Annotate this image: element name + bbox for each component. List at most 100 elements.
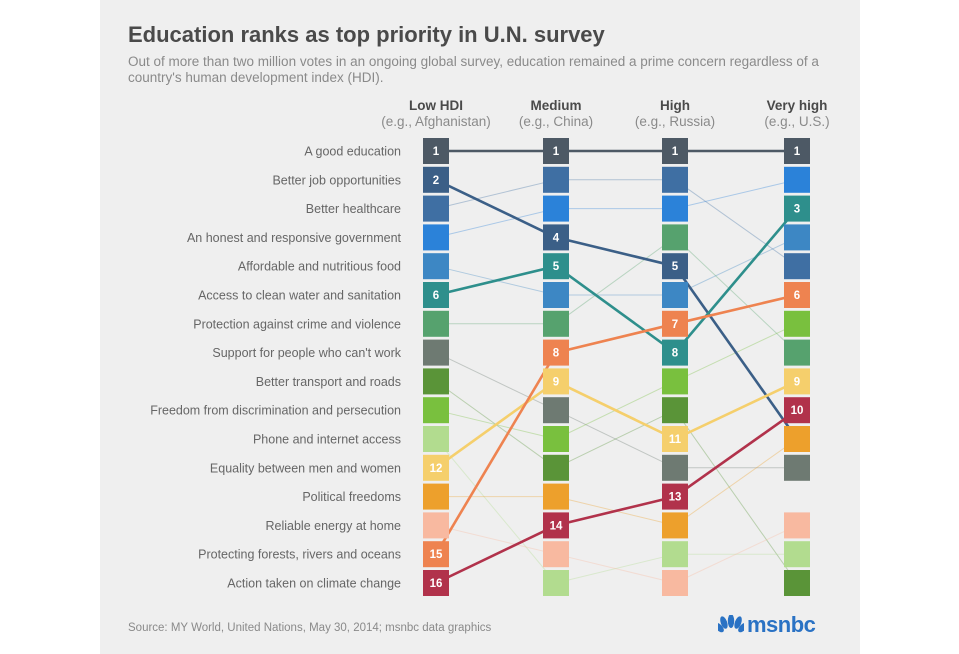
rank-number-access-to-clean-water-and-sanitation-0: 6 [433,290,439,302]
column-example: (e.g., U.S.) [764,114,830,129]
rank-number-action-taken-on-climate-change-1: 14 [550,520,563,532]
rank-box-support-for-people-who-can-t-work-3 [784,454,810,481]
rank-box-political-freedoms-2 [662,512,688,539]
row-label-action-taken-on-climate-change: Action taken on climate change [227,577,401,591]
rank-box-reliable-energy-at-home-0 [423,512,449,539]
connector-action-taken-on-climate-change-2 [674,409,798,498]
connector-better-healthcare-2 [674,179,798,267]
row-labels: A good education Better job opportunities… [150,145,402,591]
connector-protecting-forests-rivers-and-oceans-0 [434,351,558,555]
rank-box-an-honest-and-responsive-government-3 [784,166,810,193]
rank-box-political-freedoms-0 [423,483,449,510]
rank-box-freedom-from-discrimination-and-persecution-1 [543,426,569,452]
rank-box-support-for-people-who-can-t-work-0 [423,339,449,366]
connector-better-transport-and-roads-2 [674,409,798,584]
connector-protecting-forests-rivers-and-oceans-2 [674,293,798,326]
connector-political-freedoms-2 [674,438,798,526]
rank-box-better-job-opportunities-1 [543,224,569,251]
rank-number-better-job-opportunities-1: 4 [553,232,560,244]
rank-number-a-good-education-3: 1 [794,146,801,158]
chart-subtitle: Out of more than two million votes in an… [128,54,819,85]
rank-box-political-freedoms-1 [543,483,569,510]
rank-box-access-to-clean-water-and-sanitation-0 [423,282,449,308]
rank-number-a-good-education-2: 1 [672,146,679,158]
column-header-medium: Medium (e.g., China) [486,98,626,130]
rank-number-action-taken-on-climate-change-3: 10 [791,405,804,417]
connector-protecting-forests-rivers-and-oceans-1 [555,322,676,354]
rank-box-access-to-clean-water-and-sanitation-1 [543,253,569,280]
rank-number-equality-between-men-and-women-3: 9 [794,376,800,388]
rank-box-freedom-from-discrimination-and-persecution-2 [662,368,688,395]
faint-lines [435,179,798,584]
rank-box-access-to-clean-water-and-sanitation-2 [662,339,688,366]
row-label-freedom-from-discrimination-and-persecution: Freedom from discrimination and persecut… [150,404,401,418]
logo-wordmark: msnbc [747,612,816,637]
row-label-affordable-and-nutritious-food: Affordable and nutritious food [238,260,401,274]
rank-number-a-good-education-1: 1 [553,146,560,158]
rank-box-a-good-education-0 [423,138,449,164]
column-header-low-hdi: Low HDI (e.g., Afghanistan) [366,98,506,130]
rank-box-action-taken-on-climate-change-1 [543,512,569,539]
rank-box-affordable-and-nutritious-food-0 [423,253,449,280]
row-label-protection-against-crime-and-violence: Protection against crime and violence [193,317,401,331]
rank-number-access-to-clean-water-and-sanitation-3: 3 [794,204,800,216]
rank-box-protecting-forests-rivers-and-oceans-0 [423,541,449,568]
rank-number-equality-between-men-and-women-2: 11 [669,434,682,446]
row-label-reliable-energy-at-home: Reliable energy at home [266,519,402,533]
rank-number-equality-between-men-and-women-1: 9 [553,376,559,388]
rank-number-protecting-forests-rivers-and-oceans-3: 6 [794,290,800,302]
rank-box-protection-against-crime-and-violence-2 [662,224,688,251]
connector-reliable-energy-at-home-1 [555,553,676,584]
rank-number-protecting-forests-rivers-and-oceans-2: 7 [672,319,678,331]
rank-box-a-good-education-2 [662,138,688,164]
connector-reliable-energy-at-home-0 [435,524,557,555]
column-header-high: High (e.g., Russia) [605,98,745,130]
rank-box-action-taken-on-climate-change-2 [662,483,688,510]
rank-box-protecting-forests-rivers-and-oceans-3 [784,282,810,308]
rank-number-action-taken-on-climate-change-0: 16 [430,578,443,590]
rank-number-a-good-education-0: 1 [433,146,440,158]
rank-box-reliable-energy-at-home-1 [543,541,569,568]
highlight-lines [434,149,799,585]
rank-box-a-good-education-1 [543,138,569,164]
column-example: (e.g., Afghanistan) [381,114,491,129]
connector-phone-and-internet-access-0 [435,438,557,584]
row-label-protecting-forests-rivers-and-oceans: Protecting forests, rivers and oceans [198,548,401,562]
row-label-access-to-clean-water-and-sanitation: Access to clean water and sanitation [198,289,401,303]
rank-box-affordable-and-nutritious-food-1 [543,282,569,308]
source-note: Source: MY World, United Nations, May 30… [128,622,492,634]
column-name: Low HDI [409,98,463,113]
rank-box-phone-and-internet-access-2 [662,541,688,568]
column-name: Very high [766,98,828,113]
rank-box-reliable-energy-at-home-3 [784,512,810,539]
connector-equality-between-men-and-women-1 [555,380,676,441]
rank-box-equality-between-men-and-women-1 [543,368,569,395]
rank-box-protecting-forests-rivers-and-oceans-1 [543,339,569,366]
rank-box-support-for-people-who-can-t-work-1 [543,397,569,424]
rank-box-protection-against-crime-and-violence-0 [423,310,449,337]
row-label-an-honest-and-responsive-government: An honest and responsive government [187,231,402,245]
rank-box-better-healthcare-1 [543,166,569,193]
connector-an-honest-and-responsive-government-0 [435,208,557,238]
row-label-better-transport-and-roads: Better transport and roads [256,375,401,389]
rank-number-better-job-opportunities-2: 5 [672,261,679,273]
connector-reliable-energy-at-home-2 [674,524,798,584]
rank-box-better-healthcare-3 [784,253,810,280]
connector-support-for-people-who-can-t-work-0 [435,352,557,411]
row-label-better-job-opportunities: Better job opportunities [272,173,401,187]
rank-box-an-honest-and-responsive-government-2 [662,195,688,222]
rank-boxes: 11112451165831291191587616141310 [423,138,810,596]
connector-action-taken-on-climate-change-0 [435,524,557,585]
rank-box-support-for-people-who-can-t-work-2 [662,454,688,481]
connector-protection-against-crime-and-violence-1 [555,236,676,325]
column-header-very-high: Very high (e.g., U.S.) [727,98,867,130]
rank-box-access-to-clean-water-and-sanitation-3 [784,195,810,222]
rank-box-political-freedoms-3 [784,426,810,452]
rank-box-affordable-and-nutritious-food-2 [662,282,688,308]
rank-box-equality-between-men-and-women-3 [784,368,810,395]
connector-action-taken-on-climate-change-1 [555,495,676,527]
connector-access-to-clean-water-and-sanitation-2 [674,207,798,354]
connector-better-transport-and-roads-1 [555,409,676,469]
connector-access-to-clean-water-and-sanitation-1 [555,265,676,354]
column-example: (e.g., Russia) [634,114,716,129]
